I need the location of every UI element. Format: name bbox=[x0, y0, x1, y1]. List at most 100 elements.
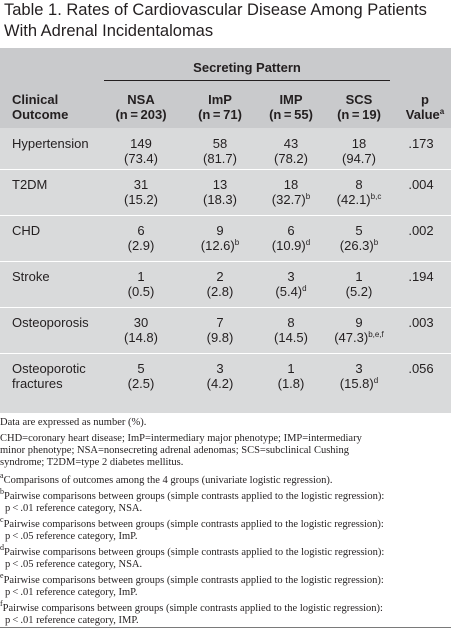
footnote-b: bPairwise comparisons between groups (si… bbox=[0, 488, 451, 515]
cell-count: 58 bbox=[212, 136, 228, 151]
data-cell: 8 (14.5) bbox=[254, 315, 328, 345]
footnote-c: cPairwise comparisons between groups (si… bbox=[0, 516, 451, 543]
data-cell: 8 (42.1)b,c bbox=[322, 177, 396, 207]
cell-count: 18 bbox=[351, 136, 367, 151]
data-cell: 9 (12.6)b bbox=[183, 223, 257, 253]
footnote-marker: b bbox=[234, 238, 240, 247]
row-outcome: Hypertension bbox=[12, 136, 112, 151]
header-col-imp-major: ImP (n = 71) bbox=[183, 92, 257, 122]
header-col-name: ImP bbox=[208, 92, 232, 107]
footnote-marker: b bbox=[0, 487, 4, 496]
footnote-text: p < .01 reference category, ImP. bbox=[5, 587, 138, 598]
cell-count: 3 bbox=[216, 361, 224, 376]
footnote-e: ePairwise comparisons between groups (si… bbox=[0, 572, 451, 599]
footnote-marker: a bbox=[0, 471, 4, 480]
cell-percent: (14.8) bbox=[124, 330, 158, 345]
outcome-label: Osteoporotic bbox=[12, 361, 86, 376]
data-cell: 9 (47.3)b,e,f bbox=[322, 315, 396, 345]
data-cell: 1 (5.2) bbox=[322, 269, 396, 299]
p-value: .002 bbox=[408, 223, 434, 238]
cell-count: 43 bbox=[283, 136, 299, 151]
data-cell: 5 (2.5) bbox=[104, 361, 178, 391]
footnote-marker: d bbox=[373, 376, 379, 385]
p-value: .194 bbox=[408, 269, 434, 284]
data-cell: 6 (2.9) bbox=[104, 223, 178, 253]
cell-percent: (47.3) bbox=[334, 330, 369, 345]
data-table: Secreting Pattern Clinical Outcome NSA (… bbox=[0, 48, 451, 413]
header-col-p-value: p Valuea bbox=[400, 92, 450, 122]
cell-percent: (5.2) bbox=[345, 284, 373, 299]
cell-count: 149 bbox=[130, 136, 152, 151]
abbrev-line: syndrome; T2DM=type 2 diabetes mellitus. bbox=[0, 457, 184, 468]
cell-count: 5 bbox=[355, 223, 363, 238]
cell-count: 2 bbox=[216, 269, 224, 284]
cell-percent: (18.3) bbox=[203, 192, 237, 207]
outcome-label: fractures bbox=[12, 376, 63, 391]
footnote-a: aComparisons of outcomes among the 4 gro… bbox=[0, 472, 451, 487]
cell-count: 6 bbox=[287, 223, 295, 238]
cell-percent: (4.2) bbox=[206, 376, 234, 391]
footnote-text: p < .01 reference category, NSA. bbox=[5, 503, 143, 514]
abbrev-line: minor phenotype; NSA=nonsecreting adrena… bbox=[0, 445, 349, 456]
data-cell: 6 (10.9)d bbox=[254, 223, 328, 253]
footnote-d: dPairwise comparisons between groups (si… bbox=[0, 544, 451, 571]
p-value: .173 bbox=[408, 136, 434, 151]
cell-percent: (2.8) bbox=[206, 284, 234, 299]
header-group-rule bbox=[104, 80, 390, 81]
footnote-marker: d bbox=[302, 284, 307, 293]
abbrev-line: CHD=coronary heart disease; ImP=intermed… bbox=[0, 433, 362, 444]
row-separator bbox=[0, 169, 451, 170]
cell-percent: (73.4) bbox=[124, 151, 158, 166]
footnote-marker: b bbox=[305, 192, 311, 201]
cell-count: 5 bbox=[137, 361, 145, 376]
row-separator bbox=[0, 215, 451, 216]
header-clinical-outcome: Clinical Outcome bbox=[12, 92, 112, 122]
row-separator bbox=[0, 307, 451, 308]
header-col-n: (n = 55) bbox=[269, 107, 313, 122]
outcome-label: CHD bbox=[12, 223, 41, 238]
header-p-line1: p bbox=[421, 92, 429, 107]
header-outcome-line2: Outcome bbox=[12, 107, 69, 122]
data-cell: 3 (15.8)d bbox=[322, 361, 396, 391]
row-separator bbox=[0, 353, 451, 354]
data-cell: 1 (1.8) bbox=[254, 361, 328, 391]
header-outcome-line1: Clinical bbox=[12, 92, 59, 107]
cell-count: 18 bbox=[283, 177, 299, 192]
table-number: Table 1. bbox=[4, 1, 62, 19]
footnote-marker: e bbox=[0, 571, 4, 580]
cell-percent: (78.2) bbox=[274, 151, 308, 166]
row-separator bbox=[0, 261, 451, 262]
footnote-f: fPairwise comparisons between groups (si… bbox=[0, 600, 451, 627]
cell-percent: (0.5) bbox=[127, 284, 155, 299]
data-cell: 3 (5.4)d bbox=[254, 269, 328, 299]
footnote-text: p < .01 reference category, IMP. bbox=[5, 615, 139, 626]
cell-count: 1 bbox=[355, 269, 363, 284]
cell-percent: (14.5) bbox=[274, 330, 308, 345]
header-col-name: IMP bbox=[279, 92, 303, 107]
table-header: Secreting Pattern Clinical Outcome NSA (… bbox=[0, 48, 451, 128]
footnote-text: Pairwise comparisons between groups (sim… bbox=[3, 519, 384, 530]
footnote-text: Comparisons of outcomes among the 4 grou… bbox=[3, 475, 333, 486]
footnote-text: Pairwise comparisons between groups (sim… bbox=[3, 575, 384, 586]
cell-count: 8 bbox=[355, 177, 363, 192]
footnote-marker: d bbox=[305, 238, 311, 247]
table-title: Table 1. Rates of Cardiovascular Disease… bbox=[4, 0, 449, 42]
cell-percent: (10.9) bbox=[271, 238, 306, 253]
header-col-scs: SCS (n = 19) bbox=[322, 92, 396, 122]
footnote-text: Pairwise comparisons between groups (sim… bbox=[4, 491, 385, 502]
data-cell: 2 (2.8) bbox=[183, 269, 257, 299]
cell-count: 6 bbox=[137, 223, 145, 238]
cell-count: 8 bbox=[287, 315, 295, 330]
footnote-abbreviations: CHD=coronary heart disease; ImP=intermed… bbox=[0, 433, 451, 469]
data-cell: 58 (81.7) bbox=[183, 136, 257, 166]
header-col-n: (n = 19) bbox=[337, 107, 381, 122]
outcome-label: T2DM bbox=[12, 177, 48, 192]
data-cell: 1 (0.5) bbox=[104, 269, 178, 299]
cell-count: 3 bbox=[287, 269, 295, 284]
footnote-marker: c bbox=[0, 515, 4, 524]
footnote-marker: d bbox=[0, 543, 4, 552]
bottom-rule bbox=[0, 627, 451, 628]
cell-percent: (32.7) bbox=[271, 192, 306, 207]
cell-percent: (81.7) bbox=[203, 151, 237, 166]
header-col-n: (n = 71) bbox=[198, 107, 242, 122]
